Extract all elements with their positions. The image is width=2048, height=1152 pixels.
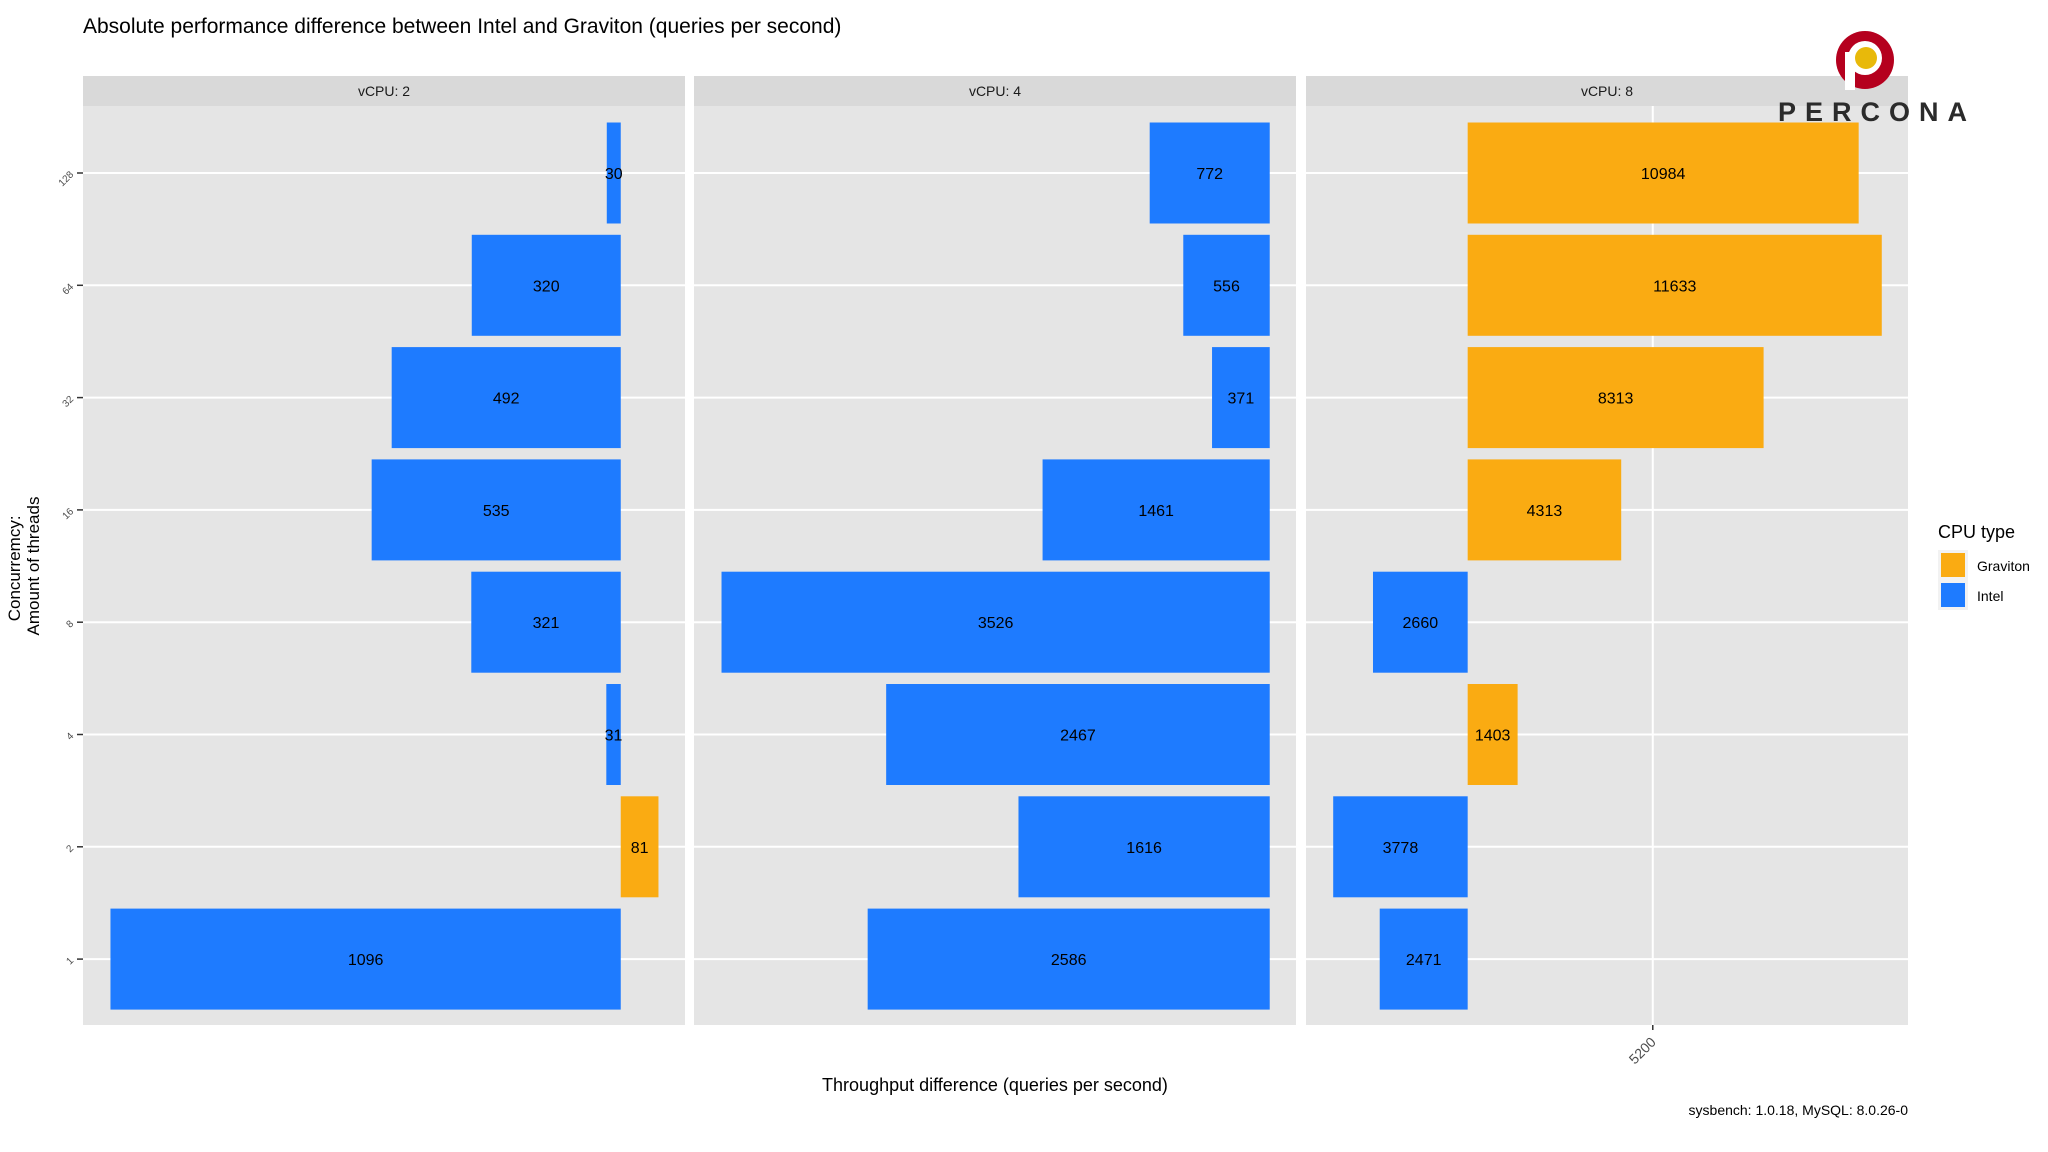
legend-title: CPU type <box>1938 522 2015 542</box>
bar-intel <box>1379 908 1468 1010</box>
bar-value-label: 1461 <box>1138 503 1174 520</box>
bar-value-label: 1616 <box>1126 840 1162 857</box>
bar-intel <box>391 347 621 449</box>
y-axis-title-line-1: Concurremcy: <box>5 515 24 621</box>
bar-intel <box>1149 122 1270 224</box>
bar-intel <box>606 122 621 224</box>
bar-value-label: 2586 <box>1051 952 1087 969</box>
bar-value-label: 2660 <box>1403 615 1439 632</box>
facet-strip <box>694 76 1296 106</box>
y-tick-label: 4 <box>65 731 77 743</box>
bar-value-label: 556 <box>1213 278 1240 295</box>
bar-intel <box>867 908 1270 1010</box>
bar-value-label: 31 <box>605 728 623 745</box>
bar-graviton <box>620 796 659 898</box>
bar-value-label: 2471 <box>1406 952 1442 969</box>
legend: CPU type Graviton Intel <box>1938 522 2030 610</box>
x-axis-title: Throughput difference (queries per secon… <box>822 1075 1168 1095</box>
bar-value-label: 10984 <box>1641 166 1686 183</box>
y-tick-label: 128 <box>57 169 77 189</box>
y-axis-title: Concurremcy: Amount of threads <box>5 497 43 636</box>
x-tick-label: 5200 <box>1626 1034 1659 1067</box>
bar-intel <box>471 234 621 336</box>
facet-strip-label: vCPU: 4 <box>969 83 1021 99</box>
y-tick-label: 32 <box>61 394 77 410</box>
bar-graviton <box>1467 684 1518 785</box>
bar-intel <box>606 684 621 785</box>
bar-intel <box>1042 459 1270 561</box>
bar-value-label: 321 <box>533 615 560 632</box>
bar-value-label: 1403 <box>1475 728 1511 745</box>
legend-label-graviton: Graviton <box>1977 558 2030 574</box>
caption: sysbench: 1.0.18, MySQL: 8.0.26-0 <box>1689 1102 1909 1118</box>
logo-stem <box>1845 52 1855 90</box>
bar-value-label: 2467 <box>1060 728 1096 745</box>
facet-strip-label: vCPU: 8 <box>1581 83 1633 99</box>
bar-intel <box>1372 571 1468 673</box>
bar-intel <box>371 459 621 561</box>
y-tick-label: 64 <box>61 281 77 297</box>
facet-panels: vCPU: 2 30 320 492 535 321 31 81 1096 vCPU: 4 772 5… <box>83 76 1908 1067</box>
logo-text: PERCONA <box>1778 97 1976 127</box>
bar-graviton <box>1467 459 1622 561</box>
y-tick-label: 1 <box>65 955 77 967</box>
logo-dot-icon <box>1855 47 1877 69</box>
legend-label-intel: Intel <box>1977 588 2003 604</box>
bar-value-label: 772 <box>1196 166 1223 183</box>
bar-graviton <box>1467 122 1859 224</box>
facet-panel: vCPU: 2 30 320 492 535 321 31 81 1096 <box>83 76 685 1025</box>
facet-strip <box>83 76 685 106</box>
bar-intel <box>110 908 621 1010</box>
bar-intel <box>886 684 1270 785</box>
bar-value-label: 3778 <box>1383 840 1419 857</box>
bar-value-label: 3526 <box>978 615 1014 632</box>
bar-intel <box>1212 347 1270 449</box>
y-axis: 128 64 32 16 8 4 2 1 <box>57 169 83 967</box>
bar-graviton <box>1467 234 1882 336</box>
facet-panel: vCPU: 4 772 556 371 1461 3526 2467 1616 2586 <box>694 76 1296 1025</box>
percona-logo: PERCONA <box>1778 31 1976 127</box>
bar-intel <box>471 571 621 673</box>
bar-value-label: 371 <box>1228 391 1255 408</box>
bar-graviton <box>1467 347 1764 449</box>
facet-strip <box>1306 76 1908 106</box>
bar-value-label: 81 <box>631 840 649 857</box>
y-axis-title-line-2: Amount of threads <box>24 497 43 636</box>
y-tick-label: 2 <box>65 843 77 855</box>
legend-swatch-intel <box>1941 583 1965 607</box>
facet-strip-label: vCPU: 2 <box>358 83 410 99</box>
bar-intel <box>1183 234 1270 336</box>
legend-swatch-graviton <box>1941 553 1965 577</box>
bar-value-label: 1096 <box>348 952 384 969</box>
bar-value-label: 30 <box>605 166 623 183</box>
y-tick-label: 16 <box>61 506 77 522</box>
bar-value-label: 11633 <box>1653 278 1696 295</box>
bar-intel <box>1018 796 1270 898</box>
y-tick-label: 8 <box>65 618 77 630</box>
facet-panel: vCPU: 8 5200 10984 11633 8313 4313 2660 1403 377… <box>1306 76 1908 1067</box>
bar-intel <box>1333 796 1468 898</box>
chart-title: Absolute performance difference between … <box>83 15 841 38</box>
bar-value-label: 8313 <box>1598 391 1634 408</box>
bar-value-label: 492 <box>493 391 520 408</box>
bar-value-label: 320 <box>533 278 560 295</box>
bar-value-label: 535 <box>483 503 510 520</box>
bar-value-label: 4313 <box>1527 503 1563 520</box>
bar-intel <box>721 571 1270 673</box>
